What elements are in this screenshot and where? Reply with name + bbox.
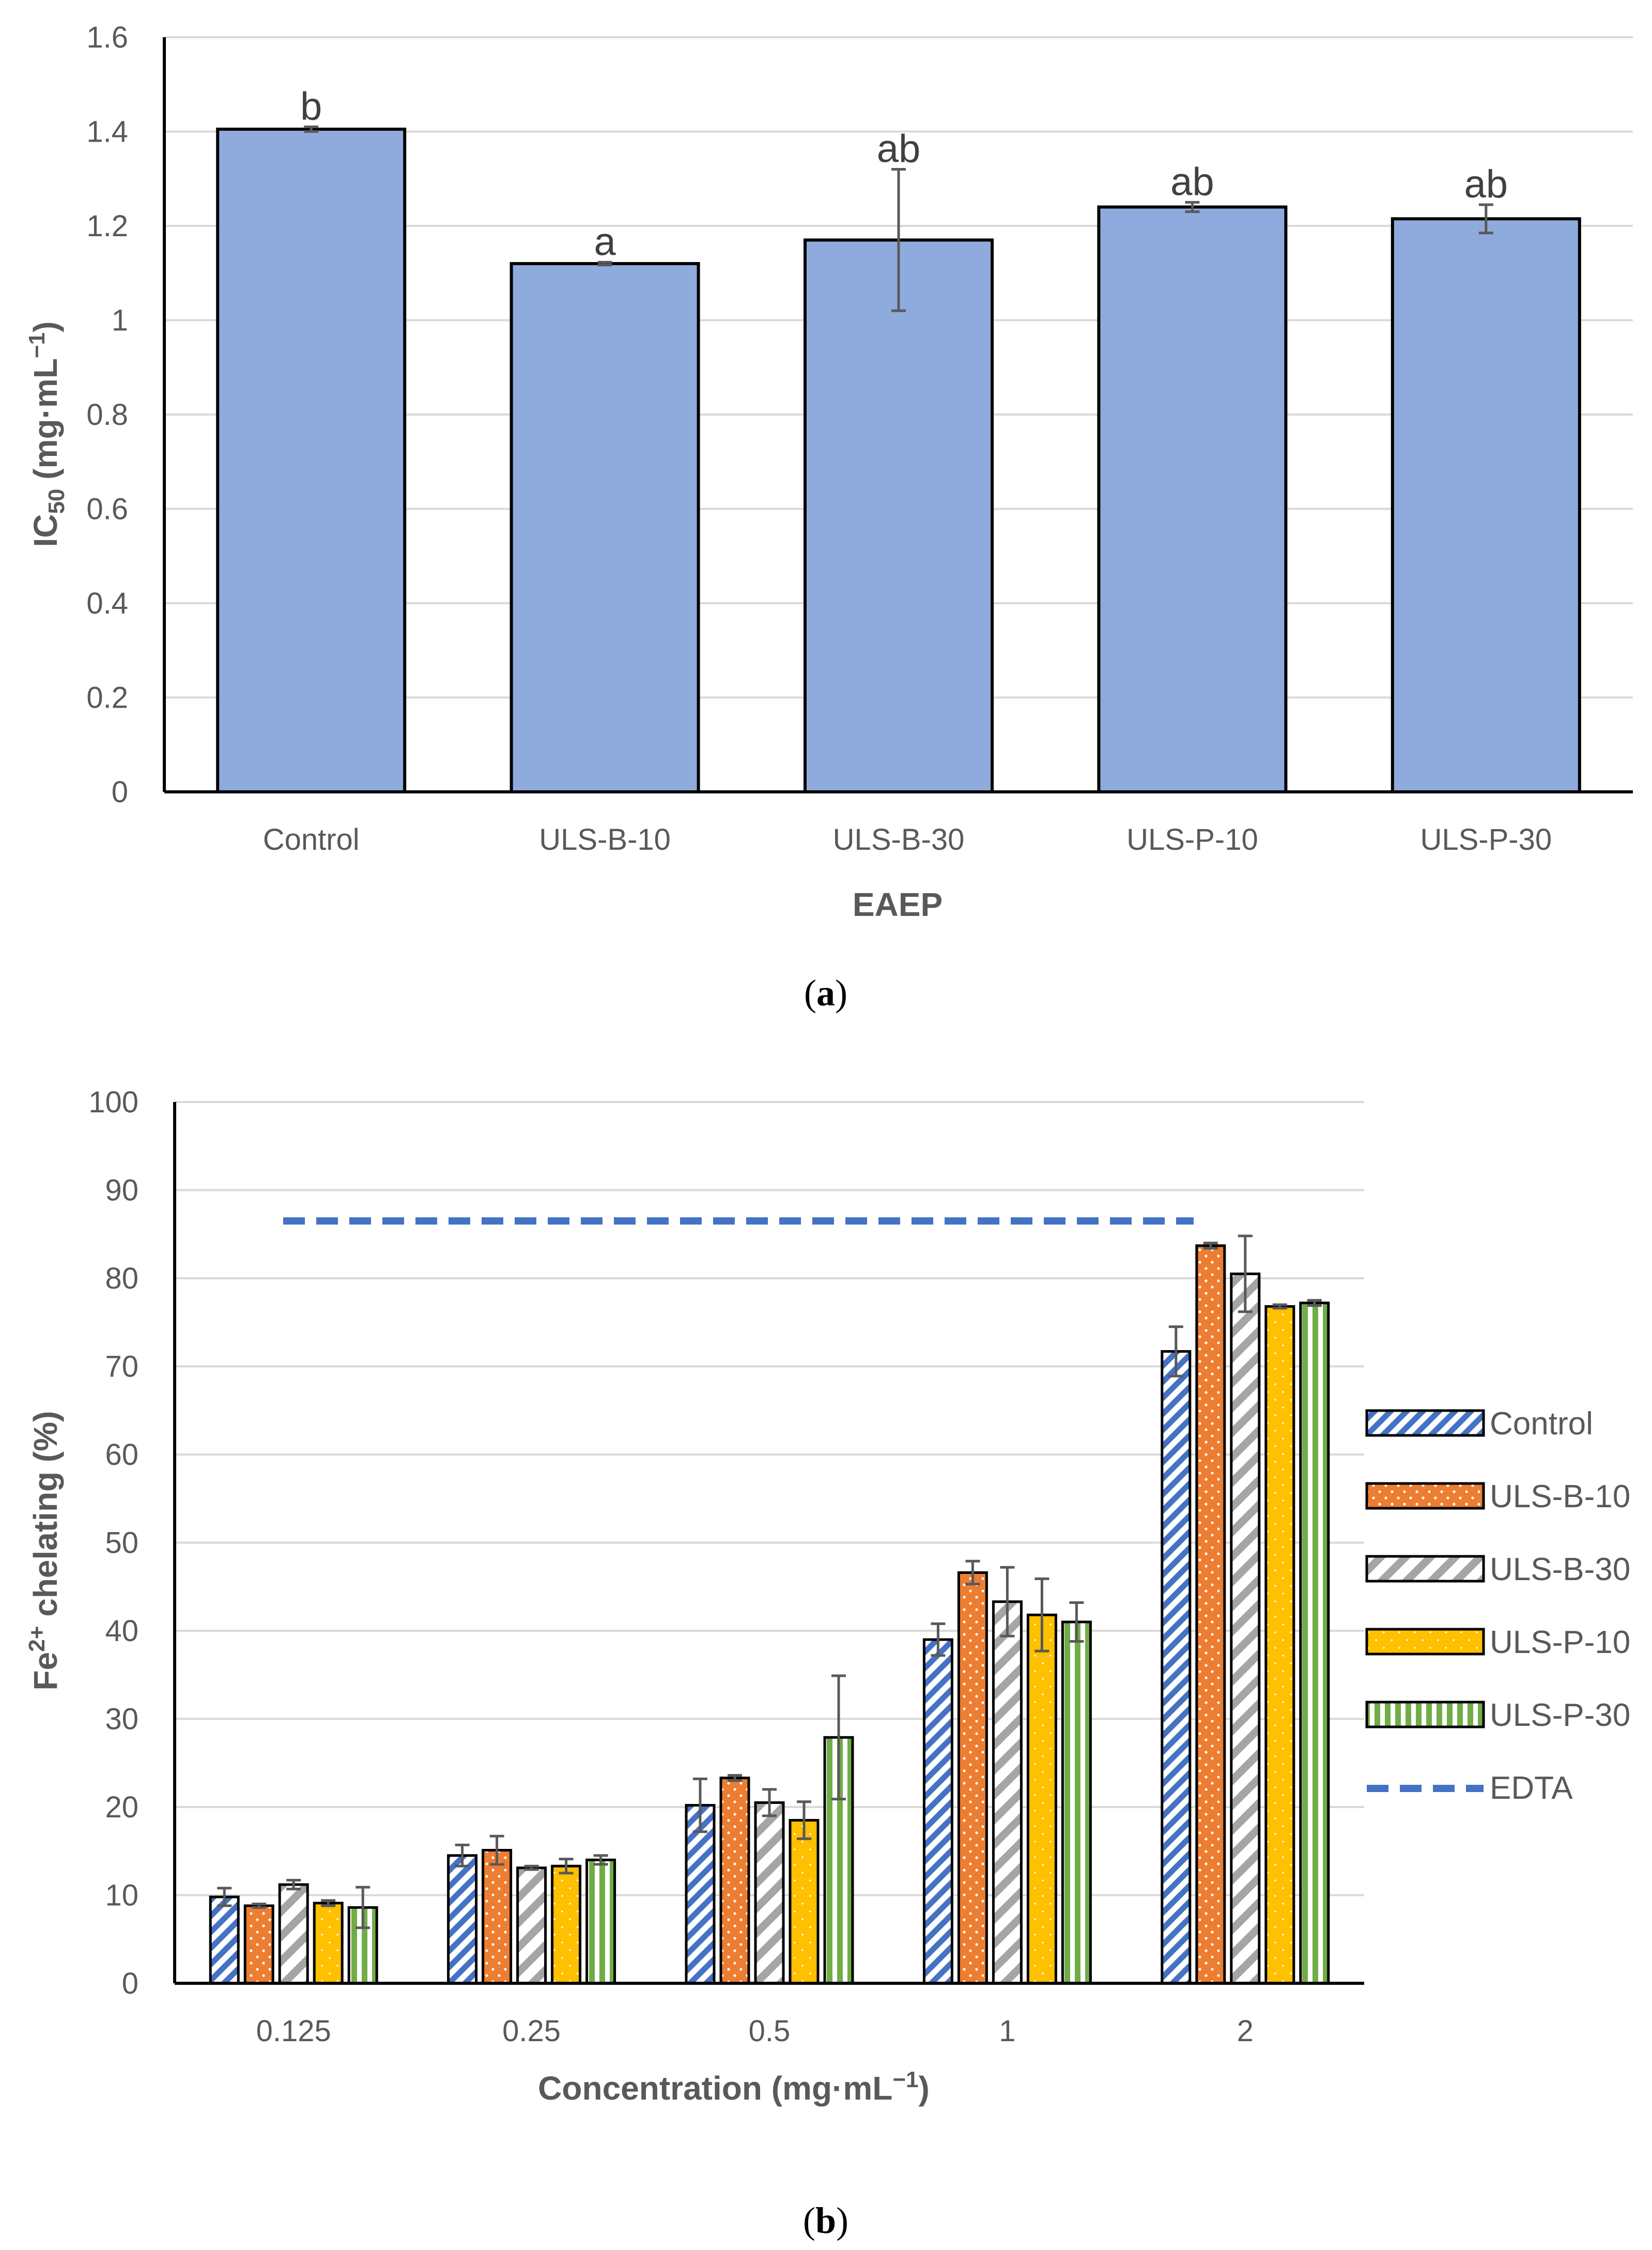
a-y-axis-title-sub: 50 — [44, 488, 69, 514]
b-y-tick-label: 100 — [88, 1085, 138, 1119]
b-bar-uls-b-10-1 — [957, 1571, 988, 1985]
b-legend-label: ULS-P-30 — [1490, 1697, 1630, 1733]
a-x-tick-label: Control — [263, 823, 360, 856]
b-bar-control-0.125 — [209, 1895, 240, 1985]
a-significance-label: ab — [877, 127, 921, 171]
a-bar-uls-p-30 — [1391, 217, 1581, 793]
b-legend-label: Control — [1490, 1406, 1593, 1442]
b-y-tick-label: 40 — [105, 1614, 138, 1648]
b-y-tick-label: 20 — [105, 1790, 138, 1824]
b-y-axis-title: Fe2+ chelating (%) — [24, 1411, 64, 1691]
b-bar-uls-b-30-0.125 — [278, 1883, 309, 1985]
a-y-axis-title-unit: (mg·mL — [27, 358, 64, 488]
a-bar-control — [216, 127, 407, 793]
b-bar-uls-p-10-2 — [1264, 1305, 1295, 1985]
b-bar-uls-b-10-0.5 — [719, 1777, 750, 1985]
a-x-tick-label: ULS-B-10 — [539, 823, 671, 856]
a-bar-uls-p-10 — [1097, 205, 1288, 793]
b-x-axis-title-sup: −1 — [892, 2067, 918, 2092]
b-legend-swatch-control — [1365, 1409, 1485, 1437]
b-y-tick-label: 10 — [105, 1879, 138, 1912]
b-bar-control-0.5 — [685, 1804, 716, 1985]
b-legend-swatch-uls-b-30 — [1365, 1555, 1485, 1583]
b-legend-swatch-uls-p-30 — [1365, 1701, 1485, 1728]
a-y-tick-label: 0.6 — [86, 493, 128, 526]
b-y-tick-label: 70 — [105, 1350, 138, 1384]
a-y-axis-title-main: IC — [27, 514, 64, 547]
b-bar-uls-p-10-0.5 — [789, 1819, 820, 1985]
b-x-axis-title: Concentration (mg·mL−1) — [538, 2067, 930, 2107]
b-x-axis-title-close: ) — [919, 2070, 930, 2107]
b-y-axis-title-rest: chelating (%) — [27, 1411, 64, 1626]
b-bar-uls-b-30-0.25 — [516, 1866, 547, 1985]
b-legend-label: EDTA — [1490, 1770, 1573, 1806]
b-x-tick-label: 0.5 — [749, 2014, 791, 2048]
b-y-tick-label: 60 — [105, 1438, 138, 1472]
a-significance-label: a — [594, 220, 616, 264]
b-y-axis-title-sup: 2+ — [24, 1626, 50, 1652]
b-x-tick-label: 0.125 — [256, 2014, 331, 2048]
b-legend-label: ULS-P-10 — [1490, 1625, 1630, 1660]
a-x-tick-label: ULS-P-30 — [1420, 823, 1552, 856]
b-y-axis-title-main: Fe — [27, 1652, 64, 1691]
b-x-tick-label: 2 — [1237, 2014, 1254, 2048]
a-y-tick-label: 1.4 — [86, 115, 128, 149]
panel-label-b: (b) — [803, 2200, 848, 2241]
b-x-tick-label: 1 — [999, 2014, 1015, 2048]
b-y-tick-label: 80 — [105, 1262, 138, 1295]
b-bar-control-2 — [1161, 1350, 1192, 1985]
b-bar-uls-p-10-0.125 — [313, 1902, 344, 1985]
b-x-axis-title-main: Concentration (mg·mL — [538, 2070, 892, 2107]
a-x-tick-label: ULS-B-30 — [833, 823, 965, 856]
b-legend-swatch-uls-p-10 — [1365, 1628, 1485, 1656]
a-y-tick-label: 0.8 — [86, 398, 128, 432]
b-bar-uls-b-30-1 — [992, 1600, 1023, 1985]
a-bar-uls-b-10 — [510, 262, 700, 793]
a-y-tick-label: 0.2 — [86, 681, 128, 715]
b-bar-uls-b-10-0.25 — [482, 1849, 513, 1985]
b-bar-uls-p-30-1 — [1061, 1620, 1092, 1985]
b-bar-uls-b-30-2 — [1230, 1272, 1261, 1985]
b-y-tick-label: 0 — [122, 1967, 138, 2000]
b-bar-uls-b-30-0.5 — [754, 1801, 785, 1985]
a-y-tick-label: 1.2 — [86, 209, 128, 243]
a-x-axis-title: EAEP — [853, 886, 943, 923]
b-y-tick-label: 90 — [105, 1174, 138, 1207]
a-y-tick-label: 0 — [112, 775, 128, 809]
a-significance-label: b — [300, 84, 322, 128]
b-y-tick-label: 30 — [105, 1703, 138, 1736]
b-bar-uls-p-30-0.25 — [585, 1858, 616, 1985]
b-bar-control-0.25 — [447, 1854, 478, 1985]
b-bar-uls-b-10-2 — [1195, 1244, 1226, 1985]
b-bar-uls-p-30-2 — [1299, 1302, 1330, 1985]
b-legend-label: ULS-B-10 — [1490, 1479, 1630, 1514]
a-y-axis-title-close: ) — [27, 322, 64, 332]
a-y-axis-title-sup: −1 — [24, 332, 50, 358]
panel-label-a: (a) — [804, 972, 847, 1014]
chart-a: 0 0.2 0.4 0.6 0.8 1 1.2 1.4 1.6 b Control a ULS-B-10… — [86, 21, 1633, 856]
b-bar-control-1 — [922, 1638, 953, 1985]
a-y-axis-title: IC50 (mg·mL−1) — [24, 322, 69, 547]
b-bar-uls-p-10-0.25 — [551, 1864, 582, 1985]
a-bar-uls-b-30 — [804, 238, 994, 793]
chart-b: 0 10 20 30 40 50 60 70 80 90 100 0.125 0.25 0.5 1 2 Cont… — [88, 1085, 1630, 2048]
b-bar-uls-p-10-1 — [1026, 1613, 1057, 1985]
b-x-tick-label: 0.25 — [502, 2014, 561, 2048]
a-y-tick-label: 1.6 — [86, 21, 128, 54]
b-legend-swatch-uls-b-10 — [1365, 1482, 1485, 1510]
a-x-tick-label: ULS-P-10 — [1126, 823, 1258, 856]
a-y-tick-label: 0.4 — [86, 587, 128, 620]
a-significance-label: ab — [1464, 162, 1508, 206]
b-bar-uls-b-10-0.125 — [243, 1904, 274, 1985]
b-y-tick-label: 50 — [105, 1526, 138, 1560]
b-legend-label: ULS-B-30 — [1490, 1552, 1630, 1587]
a-significance-label: ab — [1170, 160, 1214, 204]
a-y-tick-label: 1 — [112, 304, 128, 338]
